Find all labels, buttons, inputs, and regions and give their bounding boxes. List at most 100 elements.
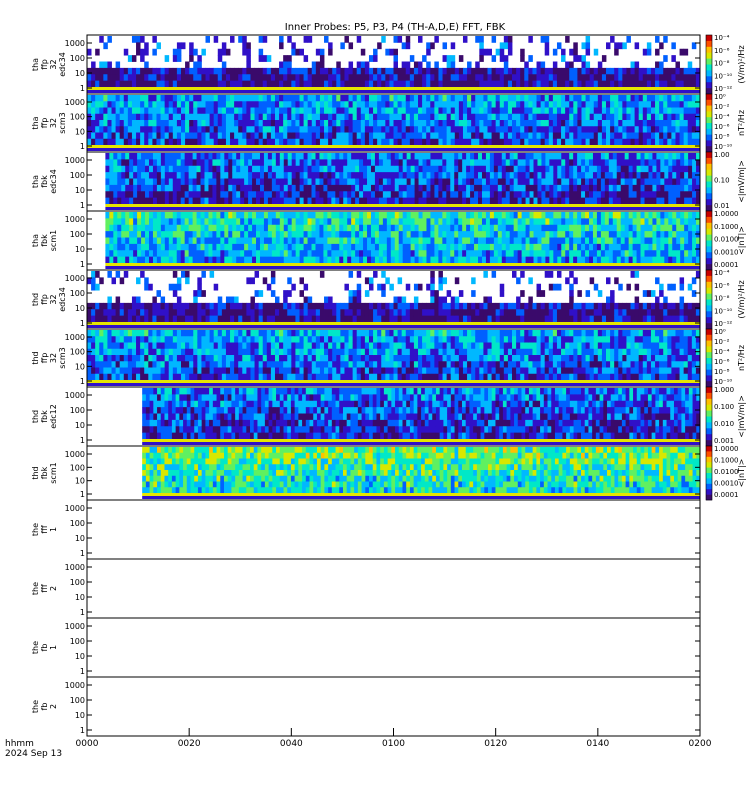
heatmap-cell	[221, 113, 227, 121]
heatmap-cell	[315, 48, 321, 56]
heatmap-cell	[238, 107, 243, 115]
heatmap-cell	[291, 107, 296, 115]
heatmap-cell	[446, 101, 452, 108]
heatmap-cell	[87, 302, 92, 310]
heatmap-cell	[164, 197, 170, 205]
heatmap-cell	[544, 48, 550, 56]
heatmap-cell	[117, 231, 122, 238]
heatmap-cell	[291, 165, 297, 173]
heatmap-cell	[549, 184, 554, 192]
heatmap-cell	[274, 132, 280, 140]
heatmap-cell	[495, 107, 501, 115]
heatmap-cell	[348, 309, 354, 317]
heatmap-cell	[252, 237, 257, 245]
heatmap-cell	[503, 315, 509, 323]
heatmap-cell	[283, 159, 289, 167]
heatmap-cell	[291, 212, 297, 219]
heatmap-cell	[205, 80, 210, 88]
heatmap-cell	[364, 101, 370, 108]
heatmap-cell	[581, 191, 586, 199]
heatmap-cell	[438, 237, 443, 245]
heatmap-cell	[125, 231, 130, 238]
heatmap-cell	[324, 309, 329, 317]
heatmap-cell	[596, 165, 602, 173]
heatmap-cell	[434, 126, 439, 133]
heatmap-cell	[533, 197, 538, 205]
heatmap-cell	[271, 153, 277, 160]
heatmap-cell	[117, 218, 122, 226]
heatmap-cell	[540, 126, 546, 133]
heatmap-cell	[409, 302, 415, 310]
heatmap-cell	[438, 283, 443, 291]
heatmap-cell	[614, 138, 619, 146]
heatmap-cell	[352, 67, 358, 75]
heatmap-cell	[601, 113, 607, 121]
heatmap-cell	[684, 172, 689, 179]
heatmap-cell	[426, 165, 431, 173]
heatmap-cell	[426, 113, 431, 121]
heatmap-cell	[474, 172, 479, 179]
heatmap-cell	[581, 315, 586, 323]
heatmap-cell	[291, 153, 297, 160]
heatmap-cell	[216, 165, 221, 173]
heatmap-cell	[505, 191, 511, 199]
heatmap-cell	[283, 184, 289, 192]
heatmap-cell	[487, 126, 492, 133]
heatmap-cell	[390, 172, 396, 179]
heatmap-cell	[398, 237, 404, 245]
heatmap-cell	[324, 120, 329, 127]
heatmap-cell	[95, 107, 100, 115]
heatmap-cell	[493, 250, 499, 258]
heatmap-cell	[430, 283, 435, 291]
heatmap-cell	[107, 315, 112, 323]
heatmap-cell	[426, 159, 431, 167]
heatmap-cell	[470, 184, 475, 192]
heatmap-cell	[642, 138, 648, 146]
colorbar-swatch	[706, 234, 712, 241]
heatmap-cell	[180, 197, 186, 205]
heatmap-cell	[656, 191, 661, 199]
heatmap-cell	[565, 302, 570, 310]
colorbar-swatch	[706, 193, 712, 200]
heatmap-cell	[544, 80, 550, 88]
heatmap-cell	[434, 178, 439, 186]
heatmap-cell	[393, 55, 398, 62]
heatmap-cell	[225, 67, 231, 75]
heatmap-cell	[608, 184, 614, 192]
heatmap-cell	[351, 178, 356, 186]
heatmap-cell	[642, 126, 648, 133]
heatmap-cell	[529, 172, 534, 179]
heatmap-cell	[656, 184, 661, 192]
heatmap-cell	[196, 250, 201, 258]
heatmap-cell	[548, 283, 554, 291]
heatmap-cell	[695, 95, 701, 102]
heatmap-cell	[521, 172, 526, 179]
heatmap-cell	[695, 138, 701, 146]
heatmap-cell	[121, 153, 126, 160]
heatmap-cell	[458, 250, 463, 258]
heatmap-cell	[561, 302, 566, 310]
heatmap-cell	[275, 172, 281, 179]
heatmap-cell	[507, 120, 513, 127]
heatmap-cell	[573, 113, 578, 121]
heatmap-cell	[331, 218, 336, 226]
heatmap-cell	[377, 120, 382, 127]
heatmap-cell	[430, 271, 435, 278]
heatmap-cell	[344, 95, 349, 102]
heatmap-cell	[315, 74, 321, 82]
heatmap-cell	[521, 212, 526, 219]
heatmap-cell	[634, 113, 640, 121]
heatmap-cell	[593, 138, 599, 146]
heatmap-cell	[107, 61, 112, 69]
heatmap-cell	[291, 172, 297, 179]
heatmap-cell	[446, 172, 451, 179]
heatmap-cell	[512, 74, 517, 82]
heatmap-cell	[471, 290, 476, 297]
heatmap-cell	[115, 138, 121, 146]
heatmap-cell	[283, 212, 289, 219]
heatmap-cell	[315, 80, 321, 88]
heatmap-cell	[103, 126, 108, 133]
heatmap-cell	[462, 74, 468, 82]
heatmap-cell	[652, 243, 657, 251]
heatmap-cell	[347, 178, 352, 186]
